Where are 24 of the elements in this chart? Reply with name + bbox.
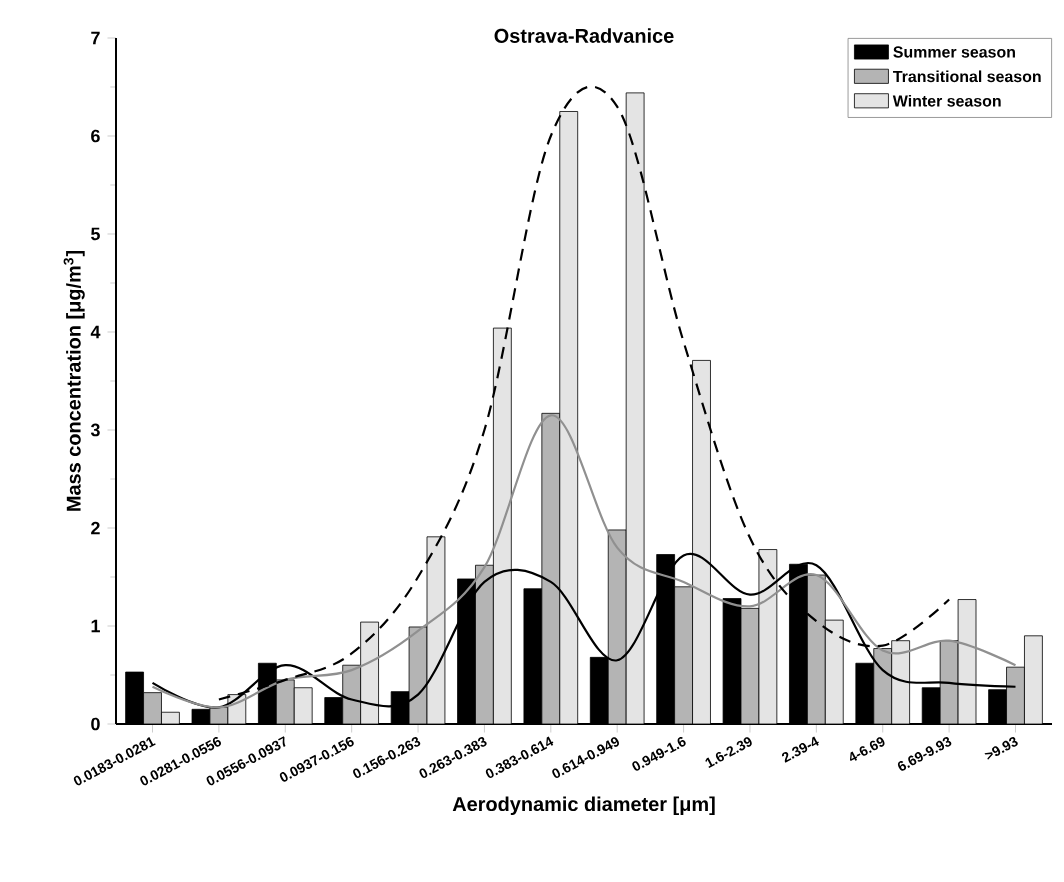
- y-tick-label: 3: [90, 423, 100, 437]
- bar: [143, 692, 162, 724]
- y-tick-label: 7: [91, 31, 100, 45]
- y-tick-label: 5: [91, 227, 100, 241]
- x-axis-title: Aerodynamic diameter [μm]: [452, 796, 715, 816]
- y-axis-title: Mass concentration [μg/m$^{3}$]: [63, 250, 85, 511]
- y-tick-label: 6: [91, 129, 100, 143]
- bar: [607, 529, 627, 724]
- bar: [293, 687, 313, 724]
- y-tick-label: 0: [91, 717, 100, 731]
- bar: [692, 360, 711, 724]
- bar: [1024, 635, 1043, 724]
- y-tick-label: 1: [91, 619, 100, 633]
- bar: [492, 327, 512, 724]
- y-tick-label: 4: [90, 325, 101, 339]
- bar: [674, 586, 693, 724]
- bar: [824, 619, 844, 724]
- bar: [475, 564, 494, 724]
- bar: [1006, 666, 1025, 724]
- line-series: [151, 414, 1017, 709]
- y-tick-label: 2: [91, 521, 100, 535]
- chart-title: Ostrava-Radvanice: [494, 28, 674, 43]
- bar: [806, 574, 826, 724]
- bar: [559, 111, 579, 724]
